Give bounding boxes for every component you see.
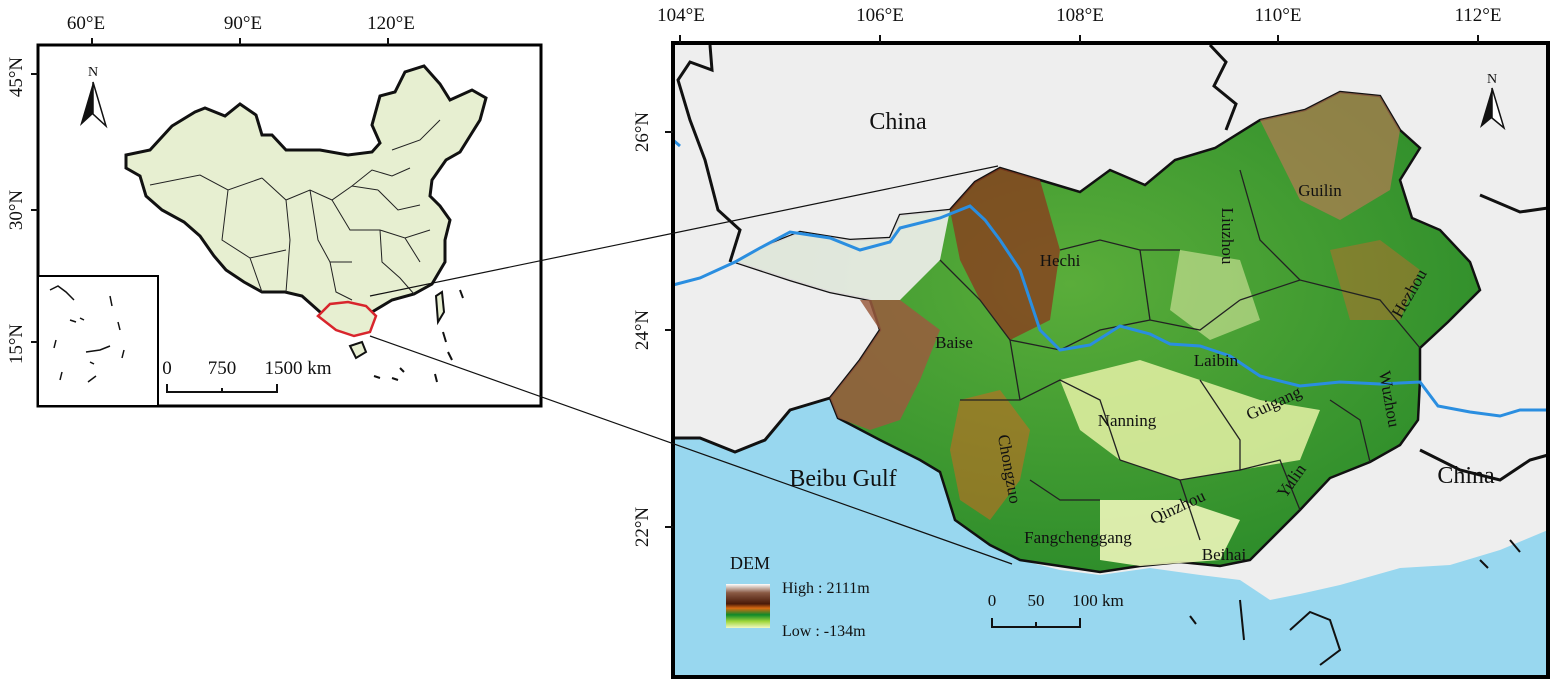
inset-scale-750: 750 (208, 358, 237, 379)
inset-north-arrow: N (80, 65, 108, 129)
main-scale-bar: 0 50 100 km (988, 591, 1124, 628)
lon-tick-106: 106°E (856, 5, 904, 26)
lon-tick-104: 104°E (657, 5, 705, 26)
lat-tick-26: 26°N (632, 112, 653, 153)
city-laibin: Laibin (1194, 351, 1239, 370)
lon-tick-110: 110°E (1255, 5, 1302, 26)
inset-lon-60: 60°E (67, 13, 105, 34)
lat-tick-24: 24°N (632, 310, 653, 351)
inset-lat-30: 30°N (6, 190, 27, 231)
inset-lon-90: 90°E (224, 13, 262, 34)
country-borders (673, 43, 1549, 482)
inset-lat-45: 45°N (6, 57, 27, 98)
main-north-arrow: N (1480, 72, 1506, 131)
legend-color-ramp (726, 584, 770, 628)
inset-map: N 0 750 1500 km 60°E 90°E 120°E 45°N 30°… (6, 13, 543, 408)
coastal-islands (1189, 539, 1521, 666)
city-guilin: Guilin (1298, 181, 1342, 200)
inset-north-label: N (88, 65, 98, 80)
beibu-gulf-sea (673, 398, 1548, 677)
inset-lat-15: 15°N (6, 324, 27, 365)
taiwan-island (434, 290, 446, 326)
china-outline (124, 64, 488, 328)
province-boundaries (149, 119, 441, 301)
inset-scale-bar: 0 750 1500 km (162, 358, 332, 393)
inset-lon-120: 120°E (367, 13, 415, 34)
south-china-sea-inset (37, 275, 159, 407)
dem-legend: DEM High : 2111m Low : -134m (726, 553, 870, 640)
city-baise: Baise (935, 333, 973, 352)
zoom-leader-lines (369, 165, 1013, 565)
sea-islands (373, 289, 464, 383)
guangxi-highlight (316, 300, 378, 338)
main-map: 104°E 106°E 108°E 110°E 112°E 26°N 24°N … (632, 5, 1550, 679)
legend-low: Low : -134m (782, 623, 866, 640)
nine-dash-line (49, 285, 125, 383)
main-scale-50: 50 (1028, 591, 1045, 610)
inset-scale-1500: 1500 km (264, 358, 331, 379)
legend-title: DEM (730, 553, 770, 573)
lon-tick-108: 108°E (1056, 5, 1104, 26)
main-north-label: N (1487, 72, 1497, 87)
label-beibu-gulf: Beibu Gulf (789, 466, 896, 492)
city-fangchenggang: Fangchenggang (1024, 528, 1132, 547)
city-nanning: Nanning (1098, 411, 1157, 430)
city-hechi: Hechi (1040, 251, 1081, 270)
inset-ticks (31, 38, 389, 343)
prefecture-boundaries (939, 169, 1421, 541)
city-liuzhou: Liuzhou (1218, 208, 1237, 265)
main-scale-100: 100 km (1072, 591, 1123, 610)
main-map-frame (671, 41, 1550, 679)
hainan-island (348, 340, 368, 360)
main-scale-0: 0 (988, 591, 997, 610)
lon-tick-112: 112°E (1455, 5, 1502, 26)
legend-high: High : 2111m (782, 580, 870, 597)
inset-scale-0: 0 (162, 358, 172, 379)
city-beihai: Beihai (1202, 545, 1247, 564)
main-map-ticks (665, 35, 1479, 528)
label-china-east: China (1437, 463, 1495, 489)
label-china-north: China (869, 109, 927, 135)
lat-tick-22: 22°N (632, 507, 653, 548)
